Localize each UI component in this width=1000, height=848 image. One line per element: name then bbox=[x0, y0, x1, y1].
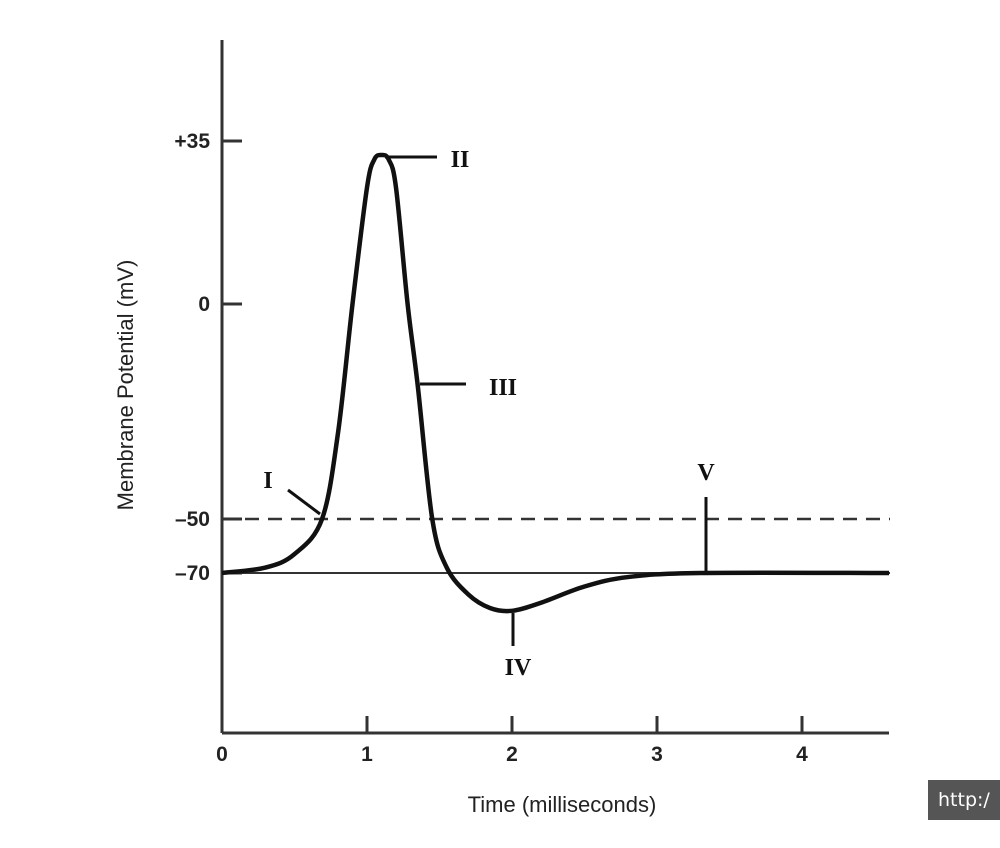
y-tick-label: 0 bbox=[198, 293, 210, 316]
annotation-label-i: I bbox=[263, 468, 272, 494]
membrane-potential-curve bbox=[221, 152, 890, 614]
annotation-label-ii: II bbox=[451, 147, 470, 173]
y-tick-label: –50 bbox=[175, 508, 210, 531]
x-tick-label: 4 bbox=[796, 743, 808, 766]
x-tick-label: 1 bbox=[361, 743, 373, 766]
y-tick-label: +35 bbox=[174, 130, 210, 153]
annotation-label-iv: IV bbox=[505, 655, 532, 681]
y-axis-label: Membrane Potential (mV) bbox=[113, 260, 138, 511]
y-tick-label: –70 bbox=[175, 562, 210, 585]
annotation-leader bbox=[287, 488, 321, 516]
x-tick-label: 3 bbox=[651, 743, 663, 766]
annotation-label-v: V bbox=[697, 460, 715, 486]
x-tick-label: 2 bbox=[506, 743, 518, 766]
url-tooltip: http:/ bbox=[928, 780, 1000, 820]
annotation-label-iii: III bbox=[489, 375, 517, 401]
x-tick-label: 0 bbox=[216, 743, 228, 766]
x-axis-label: Time (milliseconds) bbox=[468, 792, 657, 817]
